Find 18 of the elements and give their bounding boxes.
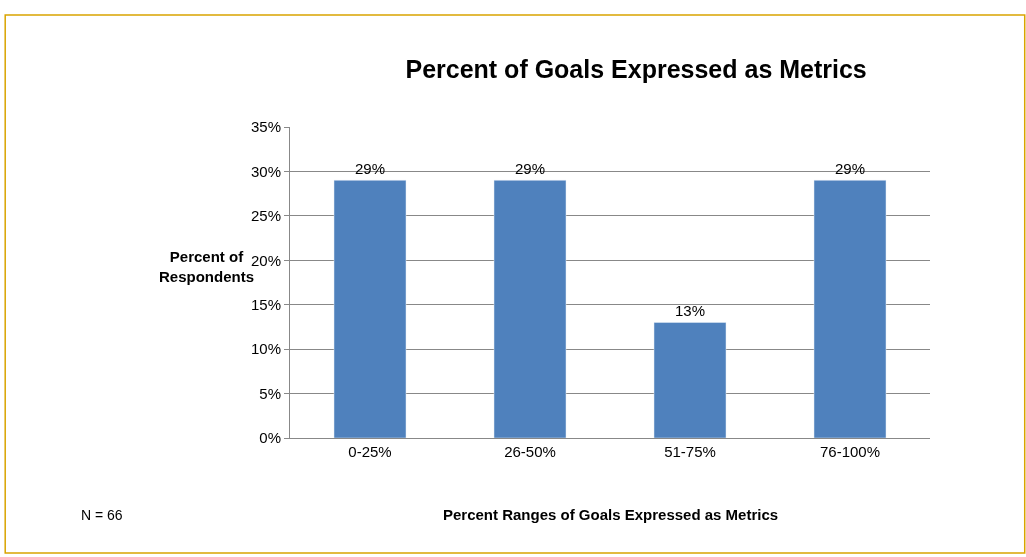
y-tick-label: 10% bbox=[250, 340, 281, 358]
data-label: 29% bbox=[514, 160, 546, 178]
y-tick-label: 15% bbox=[250, 295, 281, 313]
y-tick-label: 0% bbox=[259, 429, 281, 447]
y-tick-label: 25% bbox=[250, 207, 281, 225]
text: N = 66 bbox=[81, 507, 123, 523]
y-tick-label: 35% bbox=[250, 118, 281, 136]
y-tick-label: 5% bbox=[259, 384, 281, 402]
data-label: 13% bbox=[674, 302, 706, 320]
x-tick-label: 26-50% bbox=[504, 443, 556, 460]
x-tick-label: 51-75% bbox=[664, 443, 716, 460]
data-label: 29% bbox=[354, 160, 386, 178]
data-label: 29% bbox=[834, 160, 866, 178]
x-tick-label: 76-100% bbox=[819, 443, 881, 460]
x-tick-label: 0-25% bbox=[348, 443, 392, 460]
chart-title: Percent of Goals Expressed as Metrics bbox=[405, 55, 867, 84]
x-axis-title: Percent Ranges of Goals Expressed as Metrics bbox=[443, 506, 779, 523]
y-tick-label: 30% bbox=[250, 162, 281, 180]
